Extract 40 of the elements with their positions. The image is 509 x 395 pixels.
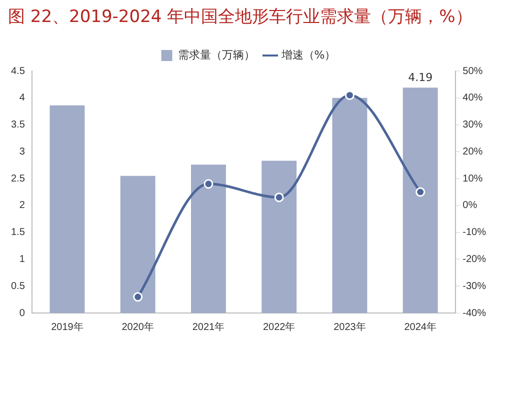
y-tick-label: 3 xyxy=(19,146,26,158)
y-tick-label: 0.5 xyxy=(10,280,26,292)
y2-tick-label: 20% xyxy=(462,146,483,158)
y-tick-label: 2.5 xyxy=(10,173,26,184)
y2-tick-label: -30% xyxy=(462,280,486,292)
y-tick-label: 4.5 xyxy=(10,66,26,77)
y2-tick-label: 30% xyxy=(462,120,483,131)
point xyxy=(204,179,214,189)
legend-label: 需求量（万辆） xyxy=(178,48,255,62)
x-tick-label: 2021年 xyxy=(192,320,225,333)
y2-tick-label: 0% xyxy=(462,200,478,212)
legend-label: 增速（%） xyxy=(280,48,336,62)
y-tick-label: 4 xyxy=(19,92,26,104)
x-tick-label: 2019年 xyxy=(51,320,84,333)
y2-tick-label: 50% xyxy=(462,66,483,77)
x-tick-label: 2022年 xyxy=(262,320,296,333)
y-tick-label: 1 xyxy=(19,254,26,265)
point xyxy=(274,192,284,202)
y-tick-label: 2 xyxy=(19,200,26,212)
y-tick-label: 0 xyxy=(19,308,26,319)
bar xyxy=(332,98,368,313)
bar xyxy=(120,176,156,313)
bar xyxy=(190,164,226,313)
x-tick-label: 2020年 xyxy=(122,320,154,333)
y-tick-label: 1.5 xyxy=(10,227,26,238)
y2-tick-label: -10% xyxy=(462,227,486,238)
y2-tick-label: 10% xyxy=(462,173,483,184)
chart-title: 图 22、2019-2024 年中国全地形车行业需求量（万辆，%） xyxy=(8,6,474,29)
y2-tick-label: -40% xyxy=(462,308,486,319)
y2-tick-label: 40% xyxy=(462,92,483,104)
bar xyxy=(50,105,85,313)
bar xyxy=(262,160,297,313)
x-tick-label: 2024年 xyxy=(404,320,436,333)
point xyxy=(133,292,143,302)
point xyxy=(416,187,426,197)
y2-tick-label: -20% xyxy=(462,254,486,265)
bar xyxy=(402,88,438,313)
y-tick-label: 3.5 xyxy=(10,120,26,131)
x-tick-label: 2023年 xyxy=(334,320,366,333)
data-label: 4.19 xyxy=(408,71,433,84)
